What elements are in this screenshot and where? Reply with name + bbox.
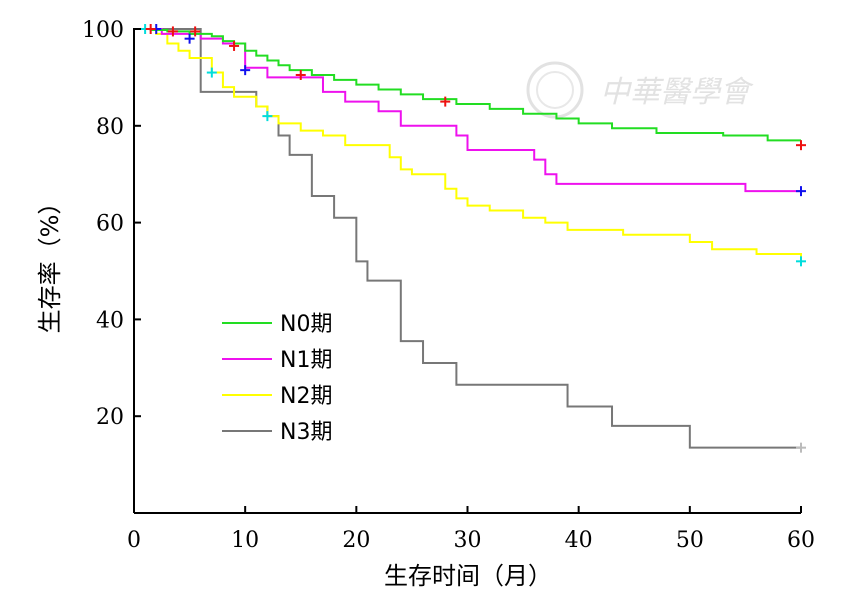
tick-layer: 0 10 20 30 40 50 60 20 40 60 80 100 bbox=[82, 18, 815, 553]
series-line-1 bbox=[134, 28, 801, 193]
watermark-seal-inner-icon bbox=[536, 71, 574, 109]
x-tick-label: 10 bbox=[231, 528, 259, 553]
x-tick-label: 50 bbox=[676, 528, 704, 553]
watermark: 中華醫學會 bbox=[526, 61, 754, 119]
y-axis-title: 生存率（%） bbox=[36, 191, 64, 334]
watermark-text: 中華醫學會 bbox=[600, 75, 754, 110]
x-axis-title: 生存时间（月） bbox=[384, 562, 552, 590]
series-line-0 bbox=[134, 28, 801, 142]
y-tick-label: 40 bbox=[96, 308, 124, 333]
x-tick-label: 60 bbox=[787, 528, 815, 553]
watermark-seal-icon bbox=[526, 61, 584, 119]
x-tick-label: 30 bbox=[454, 528, 482, 553]
legend-label: N0期 bbox=[280, 312, 332, 337]
y-tick-label: 20 bbox=[96, 405, 124, 430]
x-tick-label: 20 bbox=[342, 528, 370, 553]
legend-label: N1期 bbox=[280, 348, 332, 373]
legend-label: N2期 bbox=[280, 384, 332, 409]
legend-label: N3期 bbox=[280, 420, 332, 445]
y-tick-label: 100 bbox=[82, 18, 124, 43]
legend: N0期 N1期 N2期 N3期 bbox=[222, 312, 332, 445]
series-layer bbox=[134, 28, 802, 449]
y-tick-label: 80 bbox=[96, 115, 124, 140]
y-tick-label: 60 bbox=[96, 212, 124, 237]
series-line-2 bbox=[134, 28, 802, 262]
x-tick-label: 40 bbox=[565, 528, 593, 553]
censor-layer bbox=[140, 24, 806, 453]
x-tick-label: 0 bbox=[127, 528, 141, 553]
